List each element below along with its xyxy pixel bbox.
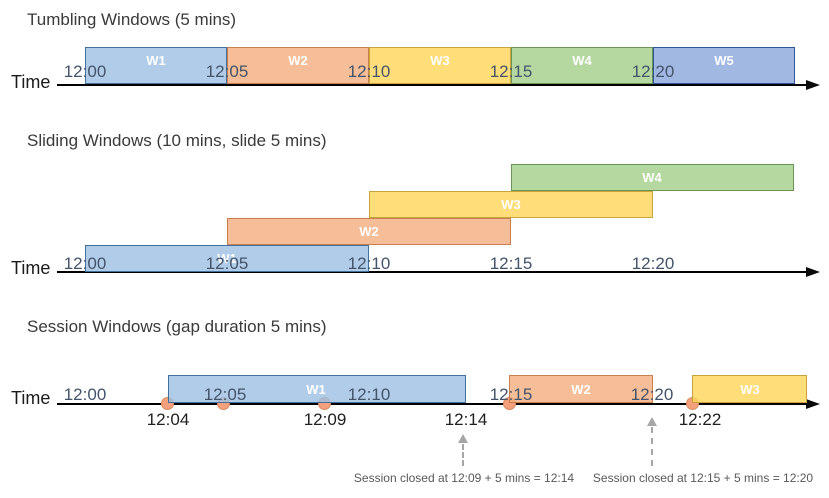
event-time-label: 12:04 xyxy=(146,410,190,429)
tumbling-window-w4-label: W4 xyxy=(572,53,592,68)
tick-label: 12:05 xyxy=(203,385,247,404)
event-time-label: 12:09 xyxy=(303,410,347,429)
section-title-session: Session Windows (gap duration 5 mins) xyxy=(27,317,327,336)
annotation-arrowhead-icon xyxy=(647,417,657,426)
annotation-arrowhead-icon xyxy=(458,434,468,443)
time-axis-label: Time xyxy=(11,388,51,408)
tumbling-window-w2-label: W2 xyxy=(288,53,308,68)
section-title-sliding: Sliding Windows (10 mins, slide 5 mins) xyxy=(27,131,327,150)
axis-arrowhead-icon xyxy=(806,267,820,277)
tick-label: 12:10 xyxy=(347,62,391,81)
tick-label: 12:20 xyxy=(630,385,674,404)
time-axis-line xyxy=(57,84,807,86)
sliding-window-w2-label: W2 xyxy=(359,224,379,239)
tumbling-window-w2 xyxy=(227,47,369,84)
session-close-time-label: 12:14 xyxy=(444,410,488,429)
tick-label: 12:15 xyxy=(489,254,533,273)
session-window-w1-label: W1 xyxy=(306,382,326,397)
tick-label: 12:05 xyxy=(205,254,249,273)
session-window-w3 xyxy=(692,375,807,403)
annotation-dashed-line xyxy=(462,444,464,466)
tick-label: 12:05 xyxy=(205,62,249,81)
tumbling-window-w5-label: W5 xyxy=(714,53,734,68)
axis-arrowhead-icon xyxy=(806,80,820,90)
sliding-window-w1 xyxy=(85,245,369,272)
axis-arrowhead-icon xyxy=(806,399,820,409)
sliding-window-w4 xyxy=(511,164,794,191)
tick-label: 12:20 xyxy=(631,254,675,273)
time-axis-line xyxy=(57,403,807,405)
session-window-w3-label: W3 xyxy=(740,382,760,397)
sliding-window-w1-label: W1 xyxy=(217,251,237,266)
sliding-window-w2 xyxy=(227,218,511,245)
tick-label: 12:00 xyxy=(63,385,107,404)
session-window-w1 xyxy=(168,375,466,403)
tick-label: 12:15 xyxy=(489,385,533,404)
session-window-w2 xyxy=(509,375,653,403)
time-axis-label: Time xyxy=(11,72,51,92)
sliding-window-w3 xyxy=(369,191,653,218)
tumbling-window-w3 xyxy=(369,47,511,84)
time-axis-line xyxy=(57,271,807,273)
tumbling-window-w3-label: W3 xyxy=(430,53,450,68)
session-window-w2-label: W2 xyxy=(571,382,591,397)
tick-label: 12:00 xyxy=(63,62,107,81)
tumbling-window-w5 xyxy=(653,47,795,84)
tumbling-window-w1 xyxy=(85,47,227,84)
annotation-dashed-line xyxy=(651,427,653,466)
event-time-label: 12:22 xyxy=(678,410,722,429)
session-closed-annotation-2: Session closed at 12:15 + 5 mins = 12:20 xyxy=(592,471,814,485)
tick-label: 12:20 xyxy=(631,62,675,81)
time-axis-label: Time xyxy=(11,258,51,278)
sliding-window-w3-label: W3 xyxy=(501,197,521,212)
tick-label: 12:10 xyxy=(347,254,391,273)
section-title-tumbling: Tumbling Windows (5 mins) xyxy=(27,10,237,29)
tick-label: 12:10 xyxy=(347,385,391,404)
tick-label: 12:00 xyxy=(63,254,107,273)
session-closed-annotation-1: Session closed at 12:09 + 5 mins = 12:14 xyxy=(353,471,575,485)
tumbling-window-w4 xyxy=(511,47,653,84)
tick-label: 12:15 xyxy=(489,62,533,81)
tumbling-window-w1-label: W1 xyxy=(146,53,166,68)
sliding-window-w4-label: W4 xyxy=(642,170,662,185)
